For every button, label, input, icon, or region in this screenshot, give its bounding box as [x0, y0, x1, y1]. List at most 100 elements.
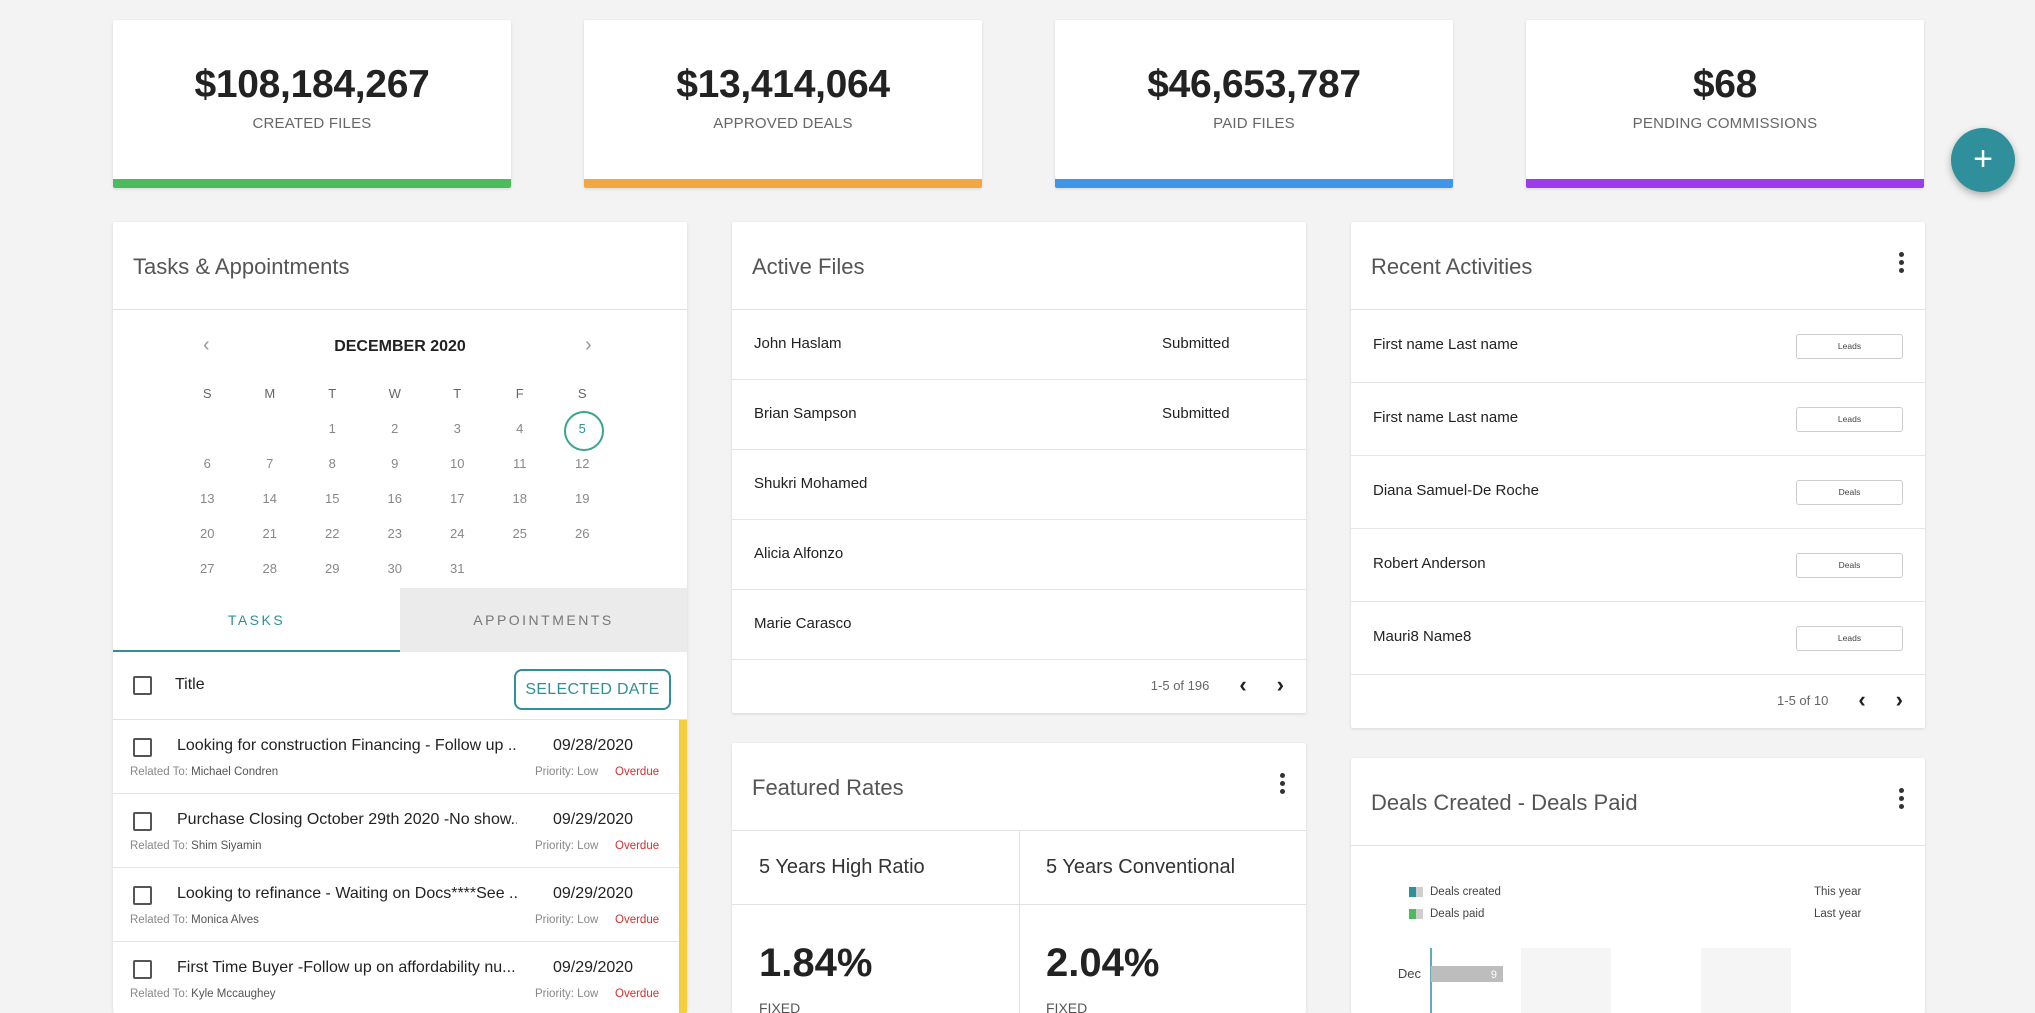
calendar-day[interactable]: 3 [453, 421, 461, 436]
task-title: Purchase Closing October 29th 2020 -No s… [177, 811, 517, 828]
prev-page-icon[interactable]: ‹ [1239, 672, 1247, 697]
calendar-day[interactable]: 17 [450, 491, 465, 506]
calendar-day[interactable]: 7 [266, 456, 274, 471]
tab-tasks[interactable]: TASKS [113, 588, 400, 652]
deals-bar-chart: Dec 9 [1398, 948, 1791, 1013]
calendar-day[interactable]: 24 [450, 526, 465, 541]
calendar-day[interactable]: 31 [450, 561, 465, 576]
weekday-label: W [388, 386, 401, 401]
legend-period-last-year: Last year [1814, 908, 1862, 920]
task-item[interactable]: Looking to refinance - Waiting on Docs**… [113, 868, 679, 942]
task-priority: Priority: Low [535, 914, 599, 926]
task-item[interactable]: Purchase Closing October 29th 2020 -No s… [113, 794, 679, 868]
weekday-label: T [328, 386, 337, 401]
next-page-icon[interactable]: › [1895, 687, 1903, 712]
file-row[interactable]: Marie Carasco [732, 590, 1306, 660]
calendar-day[interactable]: 18 [512, 491, 527, 506]
calendar-day[interactable]: 29 [325, 561, 340, 576]
weekday-label: S [577, 386, 587, 401]
calendar-day[interactable]: 25 [512, 526, 527, 541]
calendar-day[interactable]: 9 [391, 456, 399, 471]
calendar-day[interactable]: 22 [325, 526, 340, 541]
activity-row[interactable]: Diana Samuel-De Roche Deals [1351, 456, 1925, 529]
calendar-day[interactable]: 12 [575, 456, 590, 471]
panel-header: Tasks & Appointments [113, 222, 687, 310]
task-title: Looking for construction Financing - Fol… [177, 737, 517, 754]
activity-name: First name Last name [1373, 336, 1519, 353]
calendar-day[interactable]: 26 [575, 526, 590, 541]
featured-rates-panel: Featured Rates 5 Years High Ratio 5 Year… [732, 743, 1306, 1013]
file-row[interactable]: Shukri Mohamed [732, 450, 1306, 520]
next-page-icon[interactable]: › [1276, 672, 1284, 697]
calendar-day[interactable]: 27 [200, 561, 215, 576]
panel-header: Active Files [732, 222, 1306, 310]
calendar-day[interactable]: 1 [328, 421, 336, 436]
calendar-day[interactable]: 11 [513, 456, 527, 471]
legend-label: Deals created [1430, 886, 1501, 898]
more-options-icon[interactable] [1278, 773, 1286, 799]
task-related: Related To: Michael Condren [130, 766, 278, 778]
calendar-empty-cell [239, 411, 302, 446]
file-name: Shukri Mohamed [754, 475, 868, 492]
task-checkbox[interactable] [133, 812, 152, 831]
calendar-day[interactable]: 15 [325, 491, 340, 506]
calendar-next-icon[interactable]: › [585, 334, 592, 356]
calendar-prev-icon[interactable]: ‹ [203, 334, 210, 356]
bar-deals-created[interactable] [1431, 966, 1503, 982]
task-date: 09/28/2020 [553, 737, 634, 754]
stat-amount: $108,184,267 [194, 63, 430, 106]
calendar-day[interactable]: 14 [262, 491, 277, 506]
prev-page-icon[interactable]: ‹ [1858, 687, 1866, 712]
tab-appointments[interactable]: APPOINTMENTS [400, 588, 687, 652]
more-options-icon[interactable] [1897, 252, 1905, 278]
task-overdue-badge: Overdue [615, 988, 660, 1000]
task-checkbox[interactable] [133, 960, 152, 979]
calendar-day[interactable]: 20 [200, 526, 215, 541]
calendar-day[interactable]: 5 [551, 410, 614, 451]
file-name: John Haslam [754, 335, 842, 352]
file-row[interactable]: John Haslam Submitted [732, 310, 1306, 380]
activities-pagination: 1-5 of 10 ‹ › [1777, 687, 1903, 713]
activity-row[interactable]: First name Last name Leads [1351, 383, 1925, 456]
file-name: Brian Sampson [754, 405, 857, 422]
task-checkbox[interactable] [133, 738, 152, 757]
select-all-checkbox[interactable] [133, 676, 152, 695]
calendar-day[interactable]: 19 [575, 491, 590, 506]
activity-row[interactable]: Robert Anderson Deals [1351, 529, 1925, 602]
calendar-day[interactable]: 4 [516, 421, 524, 436]
selected-date-button[interactable]: SELECTED DATE [514, 669, 671, 710]
calendar: ‹ DECEMBER 2020 › S M T W T F S 1 2 3 4 5 6 7 8 9 10 11 12… [113, 310, 687, 588]
activity-row[interactable]: Mauri8 Name8 Leads [1351, 602, 1925, 675]
task-checkbox[interactable] [133, 886, 152, 905]
panel-title: Active Files [752, 254, 865, 279]
calendar-day[interactable]: 13 [200, 491, 215, 506]
file-row[interactable]: Brian Sampson Submitted [732, 380, 1306, 450]
activity-name: First name Last name [1373, 409, 1519, 426]
weekday-label: F [515, 386, 524, 401]
calendar-day[interactable]: 23 [387, 526, 402, 541]
calendar-day[interactable]: 6 [203, 456, 211, 471]
task-related: Related To: Monica Alves [130, 914, 259, 926]
calendar-day[interactable]: 21 [262, 526, 277, 541]
weekday-label: M [264, 386, 276, 401]
task-item[interactable]: First Time Buyer -Follow up on affordabi… [113, 942, 679, 1013]
scroll-indicator[interactable] [679, 720, 687, 1013]
calendar-day[interactable]: 10 [450, 456, 465, 471]
plus-icon: + [1973, 140, 1993, 178]
related-label: Related To: [130, 840, 188, 852]
task-priority: Priority: Low [535, 766, 599, 778]
add-button[interactable]: + [1951, 128, 2015, 192]
task-overdue-badge: Overdue [615, 914, 660, 926]
related-name: Shim Siyamin [191, 840, 262, 852]
calendar-day[interactable]: 28 [262, 561, 277, 576]
file-row[interactable]: Alicia Alfonzo [732, 520, 1306, 590]
calendar-day[interactable]: 16 [387, 491, 402, 506]
calendar-day[interactable]: 8 [328, 456, 336, 471]
title-column-header: Title [175, 676, 205, 693]
more-options-icon[interactable] [1897, 788, 1905, 814]
activity-row[interactable]: First name Last name Leads [1351, 310, 1925, 383]
task-item[interactable]: Looking for construction Financing - Fol… [113, 720, 679, 794]
file-name: Marie Carasco [754, 615, 852, 632]
calendar-day[interactable]: 30 [387, 561, 402, 576]
calendar-day[interactable]: 2 [391, 421, 399, 436]
